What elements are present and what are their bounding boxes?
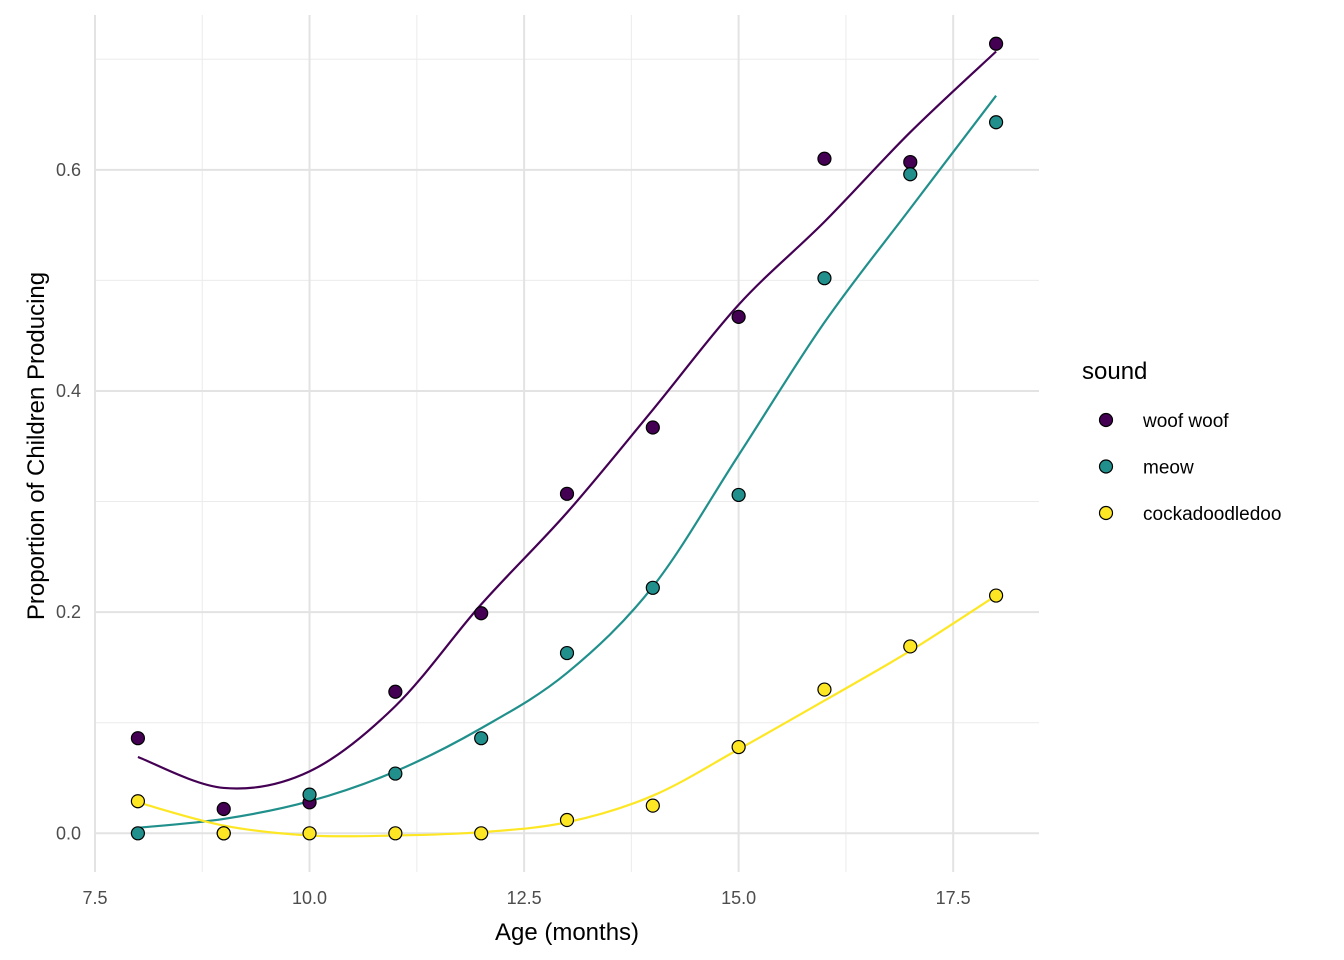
data-point: [130, 731, 146, 746]
data-point: [817, 682, 832, 697]
data-point: [130, 794, 146, 809]
x-tick-label: 15.0: [721, 888, 756, 908]
data-point: [731, 309, 746, 324]
data-point: [388, 766, 403, 781]
data-point: [559, 812, 575, 828]
data-point: [474, 606, 489, 621]
y-axis-tick-labels: 0.0 0.2 0.4 0.6: [56, 160, 81, 843]
data-point: [474, 826, 489, 841]
data-point: [216, 801, 231, 817]
data-point: [130, 826, 146, 841]
data-point: [988, 36, 1004, 51]
legend-key: [1098, 505, 1114, 521]
data-point: [559, 645, 575, 661]
legend-label: meow: [1143, 458, 1194, 479]
x-axis-tick-labels: 7.5 10.0 12.5 15.0 17.5: [82, 888, 970, 908]
x-tick-label: 10.0: [292, 888, 327, 908]
data-point: [302, 787, 317, 802]
smooth-line: [137, 50, 997, 790]
data-point: [988, 115, 1004, 130]
grid-major: [94, 15, 1039, 872]
y-axis-title: Proportion of Children Producing: [23, 272, 50, 620]
y-tick-label: 0.2: [56, 602, 81, 622]
data-point: [559, 486, 575, 501]
data-point: [903, 167, 918, 182]
data-point: [645, 798, 660, 813]
data-point: [645, 420, 660, 435]
x-tick-label: 12.5: [507, 888, 542, 908]
data-point: [817, 151, 832, 166]
legend: sound woof woof meow cockadoodledoo: [1082, 358, 1281, 525]
data-point: [817, 271, 832, 286]
data-point: [645, 580, 660, 595]
data-point: [903, 639, 918, 654]
grid-minor: [95, 15, 1039, 872]
y-tick-label: 0.6: [56, 160, 81, 180]
data-point: [388, 684, 403, 699]
legend-key: [1098, 459, 1114, 474]
legend-title: sound: [1082, 358, 1147, 385]
y-tick-label: 0.0: [56, 823, 81, 843]
data-point: [216, 826, 231, 841]
y-tick-label: 0.4: [56, 381, 81, 401]
data-point: [302, 826, 317, 841]
x-tick-label: 7.5: [82, 888, 107, 908]
smooth-line: [137, 95, 997, 829]
x-axis-title: Age (months): [495, 919, 639, 946]
data-point: [388, 826, 403, 841]
legend-label: woof woof: [1142, 411, 1229, 432]
data-point: [731, 739, 746, 755]
x-tick-label: 17.5: [936, 888, 971, 908]
data-point: [731, 487, 746, 503]
data-points: [130, 36, 1004, 841]
data-point: [903, 154, 918, 170]
data-point: [988, 588, 1004, 603]
legend-label: cockadoodledoo: [1143, 504, 1281, 525]
data-point: [474, 731, 489, 746]
legend-key: [1098, 412, 1114, 428]
